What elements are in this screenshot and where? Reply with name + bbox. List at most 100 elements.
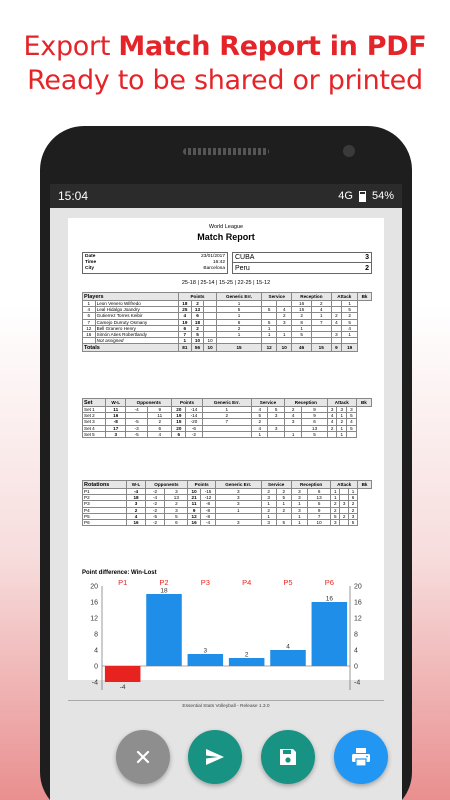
promo-line-1-bold: Match Report in PDF bbox=[118, 31, 427, 62]
set-scores: 25-18 | 25-14 | 15-25 | 22-25 | 15-12 bbox=[181, 280, 271, 286]
players-header-cell: Service bbox=[261, 292, 293, 301]
sets-cell bbox=[346, 430, 357, 438]
rotations-cell: 16 bbox=[126, 518, 146, 527]
battery-level: 54% bbox=[371, 190, 394, 202]
rotations-header-cell: Reception bbox=[290, 480, 332, 489]
rotations-cell: 16 bbox=[187, 518, 201, 527]
rotations-row: P5 4 -5 5 12 -8 1 1 7 5 2 3 bbox=[81, 512, 372, 520]
send-button[interactable] bbox=[188, 730, 242, 784]
sets-cell: 1 bbox=[336, 430, 348, 438]
sets-cell: 3 bbox=[105, 430, 127, 438]
players-row: 16 Simón Aties Robertlandy 7 5 1 1 1 5 3 1 bbox=[82, 330, 372, 339]
print-button[interactable] bbox=[334, 730, 388, 784]
sets-row: Set 5 3 -5 4 6 -2 1 1 5 1 bbox=[81, 430, 372, 438]
players-totals-cell: 56 bbox=[190, 343, 205, 353]
phone-screen: 15:04 4G 54% World League Match Report D… bbox=[50, 184, 402, 800]
time-value: 16:42 bbox=[212, 260, 225, 265]
players-row: Not assigned 1 10 10 bbox=[82, 337, 372, 345]
bar-p6 bbox=[311, 602, 348, 666]
report-league: World League bbox=[208, 224, 244, 230]
send-icon bbox=[206, 749, 224, 765]
players-totals-cell: 19 bbox=[341, 343, 359, 353]
sets-table: Set W-L Opponents Points Generic Err. Service… bbox=[81, 398, 373, 438]
rotations-row: P6 16 -2 6 16 -4 3 3 5 1 10 3 5 bbox=[81, 518, 372, 527]
y-tick-label-left: 20 bbox=[90, 584, 98, 591]
sets-cell bbox=[326, 430, 338, 438]
date-label: Date bbox=[85, 254, 96, 259]
players-totals-cell: 10 bbox=[203, 343, 217, 353]
rotations-cell: -2 bbox=[144, 518, 166, 527]
date-value: 23/01/2017 bbox=[200, 254, 225, 259]
y-tick-label-left: 16 bbox=[90, 600, 98, 607]
players-header-cell: Bk bbox=[357, 292, 372, 301]
category-label-p4: P4 bbox=[242, 578, 251, 587]
category-label-p2: P2 bbox=[159, 578, 168, 587]
time-label: Time bbox=[85, 260, 97, 265]
sets-header-row: Set W-L Opponents Points Generic Err. Service… bbox=[81, 398, 373, 407]
value-label-p2: 18 bbox=[160, 588, 168, 595]
y-tick-label-left: 0 bbox=[94, 664, 98, 671]
y-tick-label-right: 16 bbox=[354, 600, 362, 607]
floppy-disk-icon bbox=[280, 749, 296, 765]
rotations-row: P1 -4 -2 3 10 -15 3 2 2 3 6 1 1 bbox=[81, 487, 372, 496]
players-totals-cell: 10 bbox=[276, 343, 293, 353]
bar-p3 bbox=[187, 654, 224, 666]
team1-sets: 3 bbox=[365, 254, 369, 261]
match-details: Date 23/01/2017 Time 16:42 City Barcelona bbox=[82, 252, 228, 274]
players-header-cell: Attack bbox=[330, 292, 359, 301]
value-label-p4: 2 bbox=[245, 652, 249, 659]
players-totals-cell: 15 bbox=[310, 343, 332, 353]
category-label-p3: P3 bbox=[201, 578, 210, 587]
rotations-cell: 3 bbox=[330, 518, 341, 527]
rotations-header-row: Rotations W-L Opponents Points Generic Err. S… bbox=[81, 480, 372, 489]
team2-sets: 2 bbox=[365, 264, 369, 272]
sets-cell: 5 bbox=[301, 430, 328, 438]
players-totals-row: Totals 81 56 10 15 12 10 46 15 9 19 bbox=[81, 343, 372, 353]
rotations-header-cell: Generic Err. bbox=[215, 480, 262, 489]
printer-icon bbox=[352, 748, 370, 767]
sets-cell: -5 bbox=[125, 430, 149, 438]
sets-row: Set 2 16 11 19 -14 2 5 3 4 9 4 1 5 bbox=[81, 412, 372, 420]
bar-p1 bbox=[104, 666, 141, 682]
category-label-p1: P1 bbox=[118, 578, 127, 587]
phone-frame: 15:04 4G 54% World League Match Report D… bbox=[40, 126, 412, 800]
sets-header-cell: Attack bbox=[326, 398, 357, 407]
save-button[interactable] bbox=[261, 730, 315, 784]
rotations-header-cell: Bk bbox=[357, 480, 372, 489]
value-label-p1: -4 bbox=[120, 684, 126, 691]
rotations-row: P4 2 -2 3 9 -8 1 2 2 3 9 2 2 bbox=[81, 506, 372, 514]
close-icon bbox=[136, 750, 150, 764]
players-totals-cell: 81 bbox=[178, 343, 192, 353]
network-indicator: 4G bbox=[338, 190, 353, 202]
pdf-report-page[interactable]: World League Match Report Date 23/01/2017… bbox=[68, 218, 384, 709]
team1-name: CUBA bbox=[235, 254, 255, 261]
rotations-cell: 10 bbox=[306, 518, 332, 527]
players-totals-cell: 15 bbox=[215, 343, 263, 353]
promo-line-1-prefix: Export bbox=[23, 31, 119, 62]
sets-header-cell: W-L bbox=[105, 398, 127, 407]
close-button[interactable] bbox=[116, 730, 170, 784]
rotations-header-cell: W-L bbox=[126, 480, 146, 489]
rotations-cell: P6 bbox=[81, 518, 128, 527]
players-cell bbox=[276, 337, 293, 345]
players-totals-cell: 12 bbox=[261, 343, 278, 353]
category-label-p5: P5 bbox=[283, 578, 292, 587]
bar-p2 bbox=[146, 594, 182, 666]
promo-headline: Export Match Report in PDF Ready to be s… bbox=[0, 30, 450, 98]
players-cell bbox=[341, 337, 359, 345]
footer-divider bbox=[68, 700, 384, 701]
rotations-header-cell: Rotations bbox=[81, 480, 128, 489]
rotations-header-cell: Attack bbox=[330, 480, 358, 489]
rotations-header-cell: Points bbox=[187, 480, 217, 489]
sets-header-cell: Set bbox=[81, 398, 107, 407]
sets-cell: 1 bbox=[251, 430, 269, 438]
sets-cell: Set 5 bbox=[81, 430, 107, 438]
rotations-cell: 5 bbox=[275, 518, 292, 527]
value-label-p5: 4 bbox=[286, 644, 290, 651]
players-header-cell: Players bbox=[81, 292, 180, 301]
rotations-cell: 6 bbox=[164, 518, 189, 527]
sets-cell: 4 bbox=[147, 430, 173, 438]
players-header-cell: Reception bbox=[291, 292, 332, 301]
sets-header-cell: Bk bbox=[355, 398, 373, 407]
rotations-header-cell: Service bbox=[260, 480, 292, 489]
